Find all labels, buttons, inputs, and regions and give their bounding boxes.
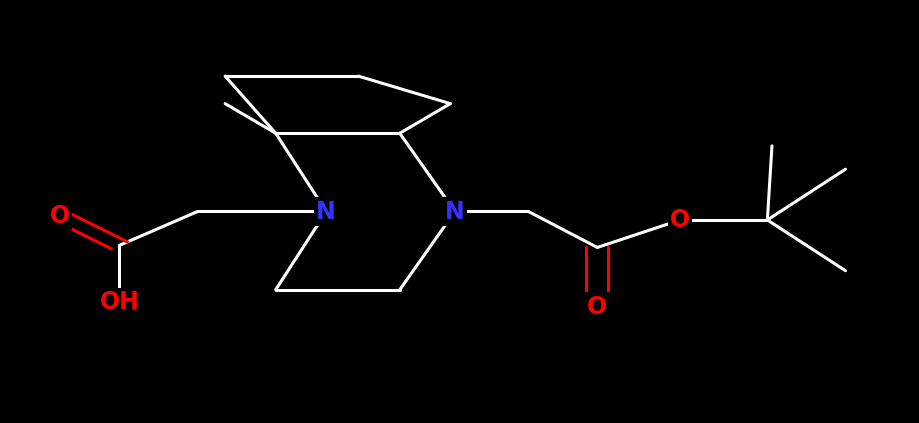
Text: OH: OH <box>99 291 140 314</box>
Text: N: N <box>445 200 465 223</box>
Text: N: N <box>316 200 336 223</box>
Text: O: O <box>587 295 607 319</box>
Text: O: O <box>50 204 70 228</box>
Text: O: O <box>670 208 690 232</box>
